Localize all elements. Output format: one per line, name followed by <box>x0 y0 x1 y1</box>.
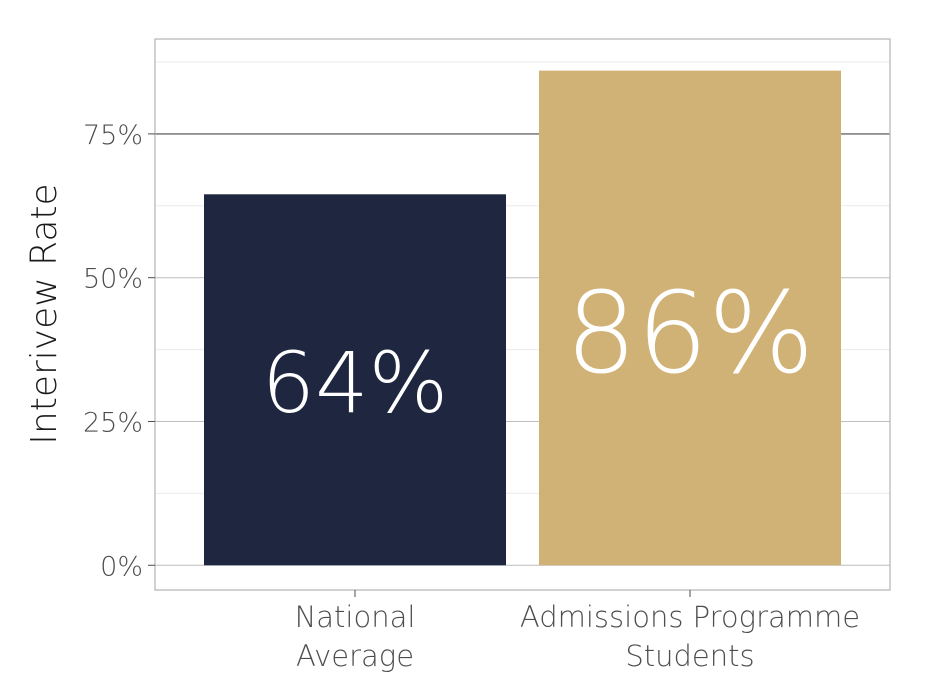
bar-2 <box>539 70 841 566</box>
x-tick-label-line: National <box>295 600 416 634</box>
bar-value-label: 86% <box>566 269 815 399</box>
y-tick-label: 75% <box>83 120 143 151</box>
x-tick-label-line: Admissions Programme <box>520 600 860 634</box>
plot-panel-border <box>154 38 891 591</box>
x-tick-label: National Average <box>295 600 416 673</box>
x-tick-label: Admissions Programme Students <box>520 600 860 673</box>
bar-value-label: 64% <box>262 334 449 432</box>
y-axis-title: Interivew Rate <box>24 183 65 444</box>
y-axis-ticks: 0% 25% 50% 75% <box>83 120 155 582</box>
y-tick-label: 50% <box>83 264 143 295</box>
y-tick-label: 25% <box>83 407 143 438</box>
bars: 64% 86% <box>204 70 841 566</box>
bar-1 <box>204 194 506 566</box>
x-tick-label-line: Students <box>625 639 754 673</box>
y-tick-label: 0% <box>100 551 143 582</box>
x-tick-label-line: Average <box>296 639 414 673</box>
x-axis-ticks: National Average Admissions Programme Stude… <box>295 590 860 673</box>
